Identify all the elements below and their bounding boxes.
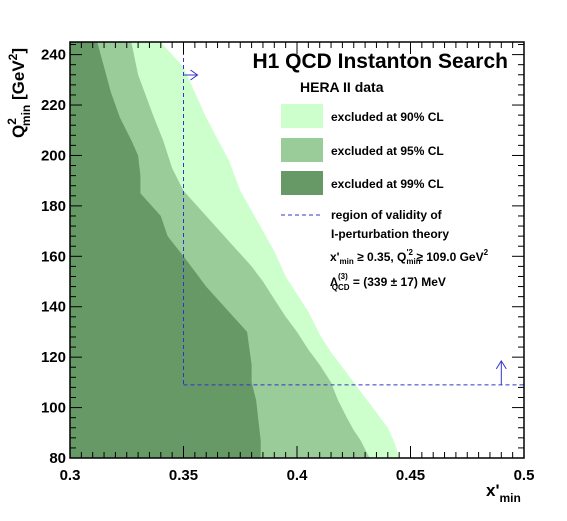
axes: 0.3 0.35 0.4 0.45 0.5 80 100 120 140 160 180 200 220… [41, 42, 534, 484]
x-tick-label: 0.5 [514, 467, 535, 484]
lambda-sup: (3) [338, 272, 348, 281]
cut-q-sup: '2 [407, 248, 414, 257]
cut-q-rest: ≥ 109.0 GeV [413, 250, 484, 264]
x-tick-label: 0.4 [287, 467, 309, 484]
chart-subtitle: HERA II data [300, 79, 384, 95]
x-axis-title-main: x' [486, 481, 500, 500]
exclusion-region-2 [70, 42, 261, 458]
y-axis-title-sub: min [19, 105, 33, 126]
exclusion-regions [70, 42, 400, 458]
legend-label-0: excluded at 90% CL [331, 110, 444, 124]
cut-x-main: x' [330, 250, 340, 264]
y-tick-label: 100 [41, 400, 66, 417]
cut-q-sub: min [406, 257, 420, 266]
validity-arrow-x-head [190, 69, 199, 81]
legend-swatch-0 [281, 104, 323, 128]
lambda-rest: = (339 ± 17) MeV [350, 275, 446, 289]
cut-q-unit-sup: 2 [484, 248, 489, 257]
validity-arrow-q2-head [495, 359, 507, 370]
validity-region [183, 44, 524, 386]
y-tick-label: 120 [41, 349, 66, 366]
lambda-sub: QCD [332, 283, 350, 292]
y-tick-label: 160 [41, 248, 66, 265]
y-axis-title-unit-close: ] [9, 48, 28, 54]
x-axis-title-sub: min [500, 491, 521, 505]
y-axis-title-unit-sup: 2 [6, 53, 20, 60]
y-tick-label: 200 [41, 147, 66, 164]
y-tick-label: 180 [41, 198, 66, 215]
lambda-annotation: Λ(3) QCD = (339 ± 17) MeV [330, 272, 446, 292]
x-axis-title: x'min [486, 481, 521, 505]
y-axis-title: Q2min [GeV2] [5, 48, 33, 138]
legend-swatch-1 [281, 138, 323, 162]
cut-annotation: x'min ≥ 0.35, Qmin'2 ≥ 109.0 GeV2 [330, 248, 489, 266]
x-tick-label: 0.3 [60, 467, 81, 484]
legend-validity-label-2: I-perturbation theory [331, 227, 449, 241]
y-tick-label: 80 [49, 450, 66, 467]
legend: excluded at 90% CL excluded at 95% CL excl… [281, 104, 449, 241]
y-axis-title-main: Q [9, 125, 28, 138]
y-tick-label: 220 [41, 97, 66, 114]
legend-label-2: excluded at 99% CL [331, 177, 444, 191]
x-tick-label: 0.45 [396, 467, 425, 484]
y-axis-title-sup: 2 [5, 118, 19, 125]
legend-swatch-2 [281, 171, 323, 195]
y-axis-title-unit-open: [GeV [9, 60, 28, 105]
chart-title: H1 QCD Instanton Search [252, 50, 508, 73]
cut-x-rest: ≥ 0.35, Q [354, 250, 407, 264]
cut-x-sub: min [340, 257, 354, 266]
x-tick-label: 0.35 [169, 467, 198, 484]
y-tick-label: 240 [41, 47, 66, 64]
lambda-main: Λ [330, 275, 338, 289]
legend-validity-label: region of validity of [331, 208, 443, 222]
y-tick-label: 140 [41, 299, 66, 316]
legend-label-1: excluded at 95% CL [331, 144, 444, 158]
